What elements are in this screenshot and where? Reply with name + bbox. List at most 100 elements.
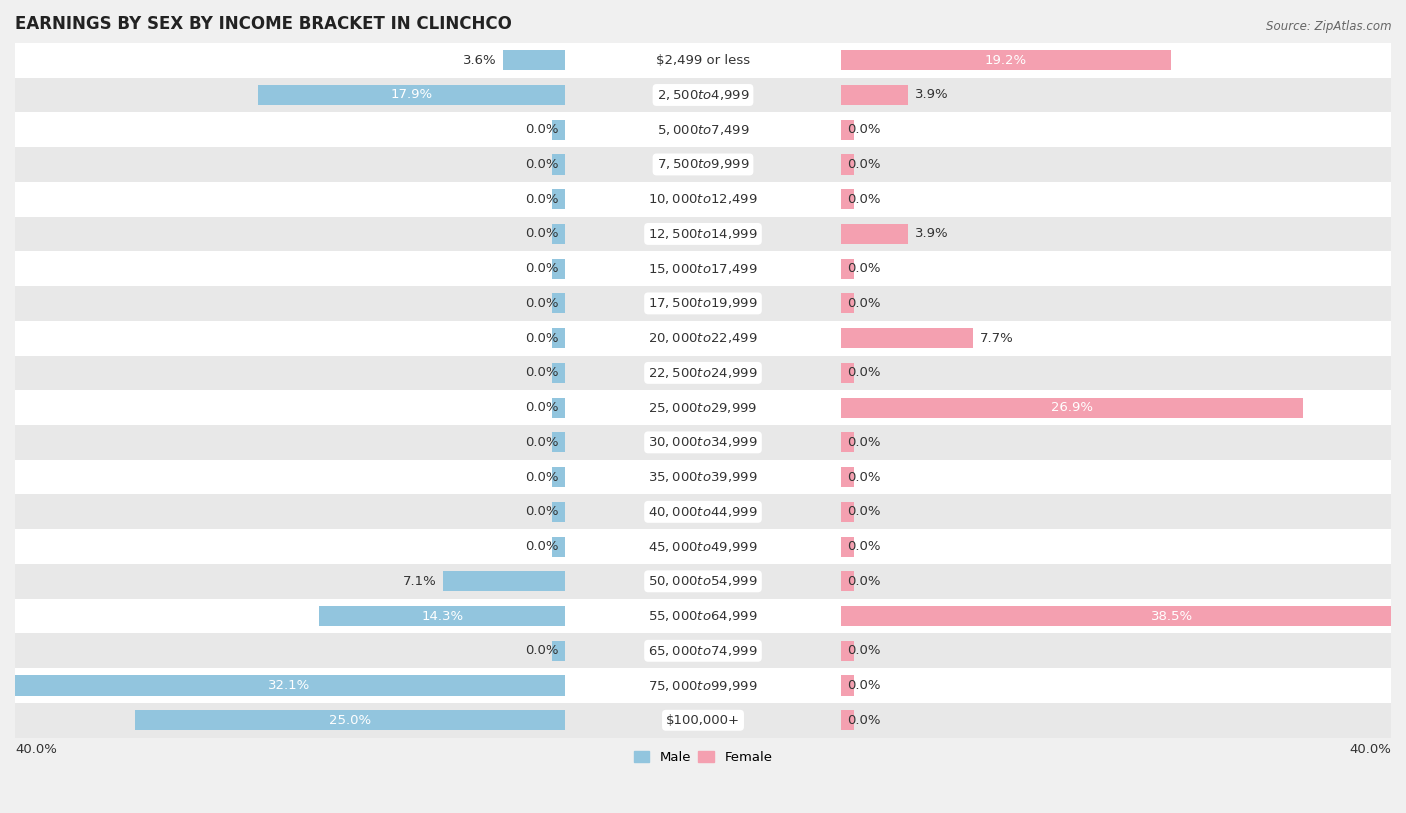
Text: 0.0%: 0.0%	[848, 367, 882, 380]
Text: 0.0%: 0.0%	[848, 644, 882, 657]
Text: 7.7%: 7.7%	[980, 332, 1014, 345]
Text: 0.0%: 0.0%	[848, 124, 882, 137]
Bar	[841, 224, 908, 244]
Bar	[443, 572, 565, 591]
Bar	[551, 259, 565, 279]
Text: 0.0%: 0.0%	[848, 540, 882, 553]
Text: 0.0%: 0.0%	[524, 228, 558, 241]
Text: 32.1%: 32.1%	[269, 679, 311, 692]
Bar	[551, 154, 565, 175]
Bar	[13, 676, 565, 696]
Bar	[135, 711, 565, 730]
Text: 0.0%: 0.0%	[848, 471, 882, 484]
Bar	[15, 286, 1391, 321]
Text: 25.0%: 25.0%	[329, 714, 371, 727]
Bar	[15, 564, 1391, 598]
Bar	[841, 293, 855, 314]
Text: $15,000 to $17,499: $15,000 to $17,499	[648, 262, 758, 276]
Text: 26.9%: 26.9%	[1050, 401, 1092, 414]
Text: $50,000 to $54,999: $50,000 to $54,999	[648, 574, 758, 589]
Bar	[551, 502, 565, 522]
Text: 0.0%: 0.0%	[524, 367, 558, 380]
Bar	[15, 425, 1391, 459]
Bar	[841, 328, 973, 348]
Bar	[15, 494, 1391, 529]
Text: 0.0%: 0.0%	[848, 436, 882, 449]
Text: 7.1%: 7.1%	[402, 575, 436, 588]
Text: $7,500 to $9,999: $7,500 to $9,999	[657, 158, 749, 172]
Text: 0.0%: 0.0%	[524, 332, 558, 345]
Bar	[257, 85, 565, 105]
Text: 0.0%: 0.0%	[848, 297, 882, 310]
Bar	[15, 390, 1391, 425]
Text: 0.0%: 0.0%	[524, 124, 558, 137]
Bar	[841, 572, 855, 591]
Bar	[841, 502, 855, 522]
Text: 17.9%: 17.9%	[391, 89, 433, 102]
Text: 0.0%: 0.0%	[848, 679, 882, 692]
Bar	[841, 398, 1303, 418]
Text: 0.0%: 0.0%	[524, 193, 558, 206]
Text: $5,000 to $7,499: $5,000 to $7,499	[657, 123, 749, 137]
Bar	[551, 433, 565, 453]
Bar	[15, 355, 1391, 390]
Bar	[841, 85, 908, 105]
Bar	[503, 50, 565, 71]
Text: Source: ZipAtlas.com: Source: ZipAtlas.com	[1267, 20, 1392, 33]
Text: $30,000 to $34,999: $30,000 to $34,999	[648, 436, 758, 450]
Bar	[841, 711, 855, 730]
Bar	[841, 363, 855, 383]
Text: 0.0%: 0.0%	[848, 714, 882, 727]
Bar	[841, 537, 855, 557]
Bar	[15, 529, 1391, 564]
Bar	[15, 321, 1391, 355]
Text: $12,500 to $14,999: $12,500 to $14,999	[648, 227, 758, 241]
Text: 0.0%: 0.0%	[848, 262, 882, 275]
Bar	[15, 77, 1391, 112]
Text: 0.0%: 0.0%	[524, 158, 558, 171]
Bar	[841, 120, 855, 140]
Text: 3.6%: 3.6%	[463, 54, 496, 67]
Text: $22,500 to $24,999: $22,500 to $24,999	[648, 366, 758, 380]
Bar	[551, 189, 565, 209]
Text: $75,000 to $99,999: $75,000 to $99,999	[648, 679, 758, 693]
Text: 38.5%: 38.5%	[1150, 610, 1192, 623]
Text: $55,000 to $64,999: $55,000 to $64,999	[648, 609, 758, 623]
Bar	[551, 537, 565, 557]
Text: $100,000+: $100,000+	[666, 714, 740, 727]
Text: $17,500 to $19,999: $17,500 to $19,999	[648, 297, 758, 311]
Bar	[841, 50, 1171, 71]
Bar	[841, 467, 855, 487]
Text: 0.0%: 0.0%	[524, 540, 558, 553]
Bar	[15, 598, 1391, 633]
Bar	[841, 676, 855, 696]
Text: $20,000 to $22,499: $20,000 to $22,499	[648, 331, 758, 346]
Bar	[15, 251, 1391, 286]
Bar	[841, 154, 855, 175]
Text: 3.9%: 3.9%	[914, 89, 948, 102]
Bar	[551, 398, 565, 418]
Bar	[15, 459, 1391, 494]
Text: EARNINGS BY SEX BY INCOME BRACKET IN CLINCHCO: EARNINGS BY SEX BY INCOME BRACKET IN CLI…	[15, 15, 512, 33]
Text: 0.0%: 0.0%	[848, 506, 882, 519]
Bar	[15, 633, 1391, 668]
Bar	[551, 363, 565, 383]
Text: 0.0%: 0.0%	[524, 262, 558, 275]
Bar	[15, 668, 1391, 703]
Bar	[15, 43, 1391, 77]
Bar	[551, 293, 565, 314]
Bar	[841, 189, 855, 209]
Bar	[551, 224, 565, 244]
Text: 0.0%: 0.0%	[848, 158, 882, 171]
Text: 0.0%: 0.0%	[524, 401, 558, 414]
Text: $40,000 to $44,999: $40,000 to $44,999	[648, 505, 758, 519]
Bar	[15, 182, 1391, 216]
Bar	[551, 328, 565, 348]
Text: $2,500 to $4,999: $2,500 to $4,999	[657, 88, 749, 102]
Text: 40.0%: 40.0%	[1350, 743, 1391, 756]
Text: 0.0%: 0.0%	[524, 436, 558, 449]
Bar	[841, 259, 855, 279]
Text: $45,000 to $49,999: $45,000 to $49,999	[648, 540, 758, 554]
Text: $10,000 to $12,499: $10,000 to $12,499	[648, 192, 758, 207]
Bar	[15, 703, 1391, 737]
